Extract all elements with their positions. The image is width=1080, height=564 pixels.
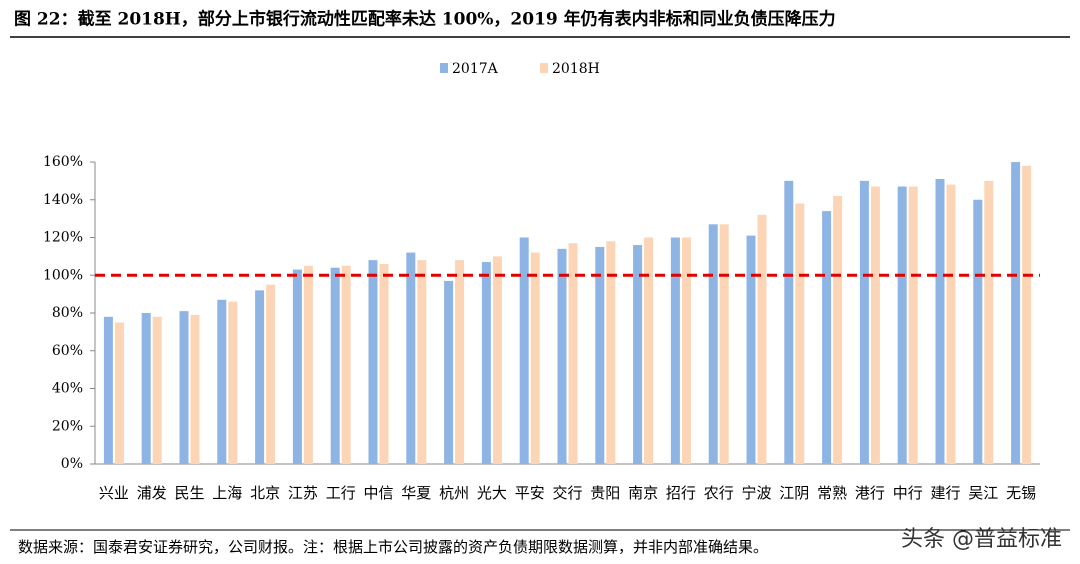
bar — [379, 263, 389, 464]
source-note: 数据来源：国泰君安证券研究，公司财报。注：根据上市公司披露的资产负债期限数据测算… — [18, 538, 768, 556]
bar — [141, 313, 151, 464]
x-tick-label: 吴江 — [968, 484, 998, 502]
x-tick-label: 宁波 — [741, 484, 771, 502]
bar — [303, 265, 313, 464]
x-tick-label: 江阴 — [779, 484, 809, 502]
bar — [255, 290, 265, 464]
bar — [946, 184, 956, 464]
bar — [217, 299, 227, 464]
x-tick-label: 贵阳 — [590, 484, 620, 502]
bar — [341, 265, 351, 464]
bar — [1022, 165, 1032, 464]
legend-swatch — [540, 63, 548, 73]
x-tick-label: 浦发 — [137, 484, 167, 502]
y-tick-label: 100% — [43, 267, 83, 283]
bar — [444, 280, 454, 464]
bar — [859, 180, 869, 464]
watermark: 头条 @普益标准 — [901, 527, 1062, 552]
x-tick-label: 北京 — [250, 484, 280, 502]
bar — [492, 256, 502, 464]
x-tick-label: 杭州 — [439, 484, 469, 502]
x-tick-label: 交行 — [552, 484, 582, 502]
legend-swatch — [440, 63, 448, 73]
bar — [179, 311, 189, 464]
x-tick-label: 中信 — [363, 484, 393, 502]
x-tick-label: 华夏 — [401, 484, 431, 502]
x-tick-label: 农行 — [704, 484, 734, 502]
y-tick-label: 120% — [43, 230, 83, 246]
bar — [557, 248, 567, 464]
x-tick-label: 南京 — [628, 484, 658, 502]
legend-label: 2017A — [452, 61, 499, 77]
bar — [595, 246, 605, 464]
bar — [152, 316, 162, 464]
bar — [114, 322, 124, 464]
bar — [519, 237, 529, 464]
bar — [417, 260, 427, 464]
bar — [633, 245, 643, 464]
bar — [455, 260, 465, 464]
x-tick-label: 江苏 — [288, 484, 318, 502]
chart-title: 图 22：截至 2018H，部分上市银行流动性匹配率未达 100%，2019 年… — [14, 9, 836, 30]
bar — [973, 199, 983, 464]
bar — [406, 252, 416, 464]
bar — [757, 214, 767, 464]
bar — [670, 237, 680, 464]
x-tick-label: 无锡 — [1006, 484, 1036, 502]
x-tick-label: 上海 — [212, 484, 242, 502]
bar — [795, 203, 805, 464]
bar — [481, 262, 491, 464]
bar — [1011, 162, 1021, 464]
y-tick-label: 80% — [52, 305, 83, 321]
x-tick-label: 平安 — [515, 484, 545, 502]
x-tick-label: 中行 — [893, 484, 923, 502]
bar — [103, 316, 113, 464]
bar — [708, 224, 718, 464]
y-tick-label: 60% — [52, 343, 83, 359]
x-tick-label: 民生 — [174, 484, 204, 502]
x-tick-label: 招行 — [666, 484, 696, 502]
bar — [833, 195, 843, 464]
x-tick-label: 常熟 — [817, 484, 847, 502]
x-tick-label: 兴业 — [99, 484, 129, 502]
x-tick-label: 港行 — [855, 484, 885, 502]
bar — [368, 260, 378, 464]
y-tick-label: 160% — [43, 154, 83, 170]
bar — [870, 186, 880, 464]
bar — [568, 243, 578, 464]
bar — [644, 237, 654, 464]
bar — [190, 314, 200, 464]
y-tick-label: 0% — [61, 456, 83, 472]
bar — [292, 269, 302, 464]
x-tick-label: 光大 — [477, 484, 507, 502]
bar — [228, 301, 238, 464]
bar — [606, 241, 616, 464]
bar — [984, 180, 994, 464]
legend-label: 2018H — [552, 61, 600, 77]
bar — [897, 186, 907, 464]
bar — [530, 252, 540, 464]
bar — [908, 186, 918, 464]
y-tick-label: 20% — [52, 418, 83, 434]
bar — [719, 224, 729, 464]
bar — [784, 180, 794, 464]
y-tick-label: 140% — [43, 192, 83, 208]
bar — [330, 267, 340, 464]
x-tick-label: 工行 — [326, 484, 356, 502]
bar — [935, 178, 945, 465]
bar — [681, 237, 691, 464]
bar — [746, 235, 756, 464]
y-tick-label: 40% — [52, 381, 83, 397]
bar — [266, 284, 276, 464]
bar — [822, 211, 832, 464]
x-tick-label: 建行 — [930, 484, 960, 502]
